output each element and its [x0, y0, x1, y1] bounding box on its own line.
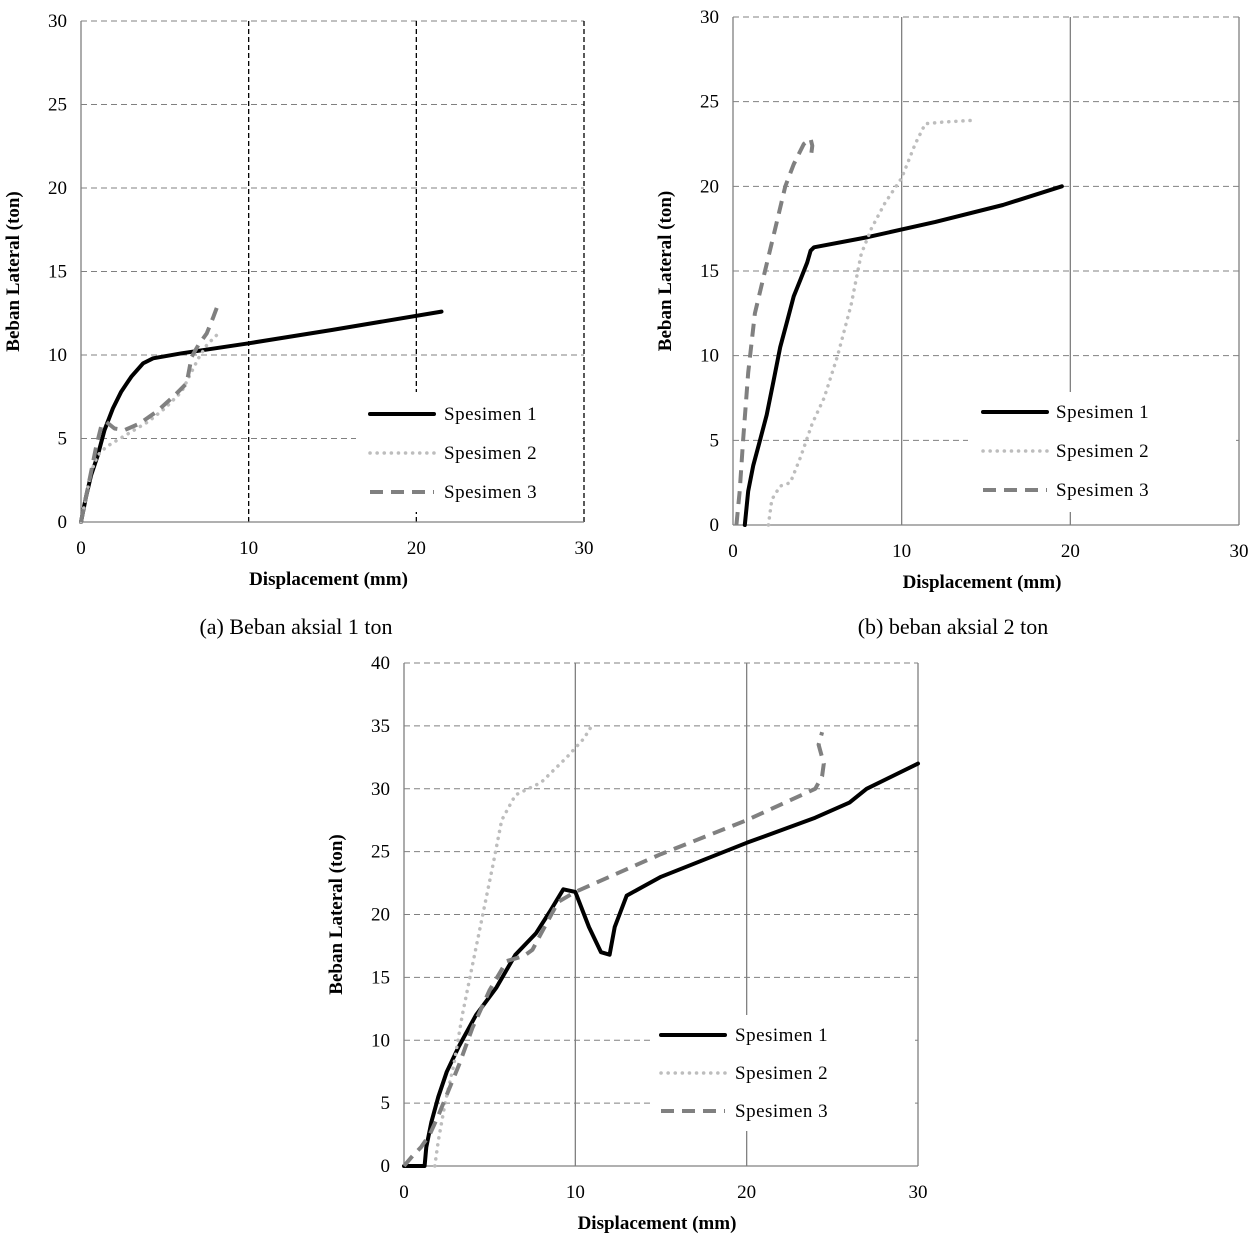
x-tick-label: 30	[909, 1182, 928, 1203]
series-line-spesimen-2	[79, 331, 221, 524]
y-tick-label: 20	[700, 176, 719, 197]
y-tick-label: 15	[48, 262, 67, 283]
legend-label-spesimen-1: Spesimen 1	[1056, 402, 1149, 423]
x-tick-label: 10	[239, 538, 258, 559]
y-tick-label: 0	[381, 1156, 391, 1177]
y-tick-label: 10	[371, 1030, 390, 1051]
series-line-spesimen-3	[402, 731, 826, 1168]
legend: Spesimen 1 Spesimen 2 Spesimen 3	[650, 1015, 915, 1131]
x-tick-label: 0	[399, 1182, 409, 1203]
series-line-spesimen-3	[734, 136, 815, 526]
series-line-spesimen-1	[742, 184, 1064, 527]
x-tick-label: 30	[1230, 541, 1249, 562]
y-tick-label: 30	[700, 7, 719, 28]
y-axis-label: Beban Lateral (ton)	[3, 191, 24, 351]
chart-panel-3: 0 5 10 15 20 25 30 35 40 0 10 20 30 Displacement (mm)…	[326, 653, 928, 1234]
y-tick-label: 10	[700, 346, 719, 367]
legend: Spesimen 1 Spesimen 2 Spesimen 3	[968, 392, 1236, 512]
y-tick-label: 0	[58, 512, 68, 533]
x-tick-label: 20	[407, 538, 426, 559]
x-tick-label: 20	[1061, 541, 1080, 562]
y-tick-label: 25	[48, 95, 67, 116]
series-line-spesimen-2	[433, 722, 595, 1168]
legend-label-spesimen-1: Spesimen 1	[735, 1025, 828, 1046]
legend-label-spesimen-2: Spesimen 2	[1056, 441, 1149, 462]
legend-label-spesimen-2: Spesimen 2	[444, 443, 537, 464]
series-line-spesimen-3	[79, 302, 221, 523]
y-tick-label: 15	[371, 967, 390, 988]
legend-label-spesimen-1: Spesimen 1	[444, 404, 537, 425]
y-tick-label: 35	[371, 716, 390, 737]
y-tick-label: 20	[48, 178, 67, 199]
legend-label-spesimen-2: Spesimen 2	[735, 1063, 828, 1084]
x-tick-label: 10	[892, 541, 911, 562]
y-axis-label: Beban Lateral (ton)	[655, 191, 676, 351]
chart-panel-2: 0 5 10 15 20 25 30 0 10 20 30 Displacement (mm) Beba…	[655, 7, 1249, 639]
x-tick-label: 10	[566, 1182, 585, 1203]
x-tick-label: 30	[575, 538, 594, 559]
panel-caption: (a) Beban aksial 1 ton	[199, 614, 392, 639]
y-tick-label: 20	[371, 905, 390, 926]
y-tick-label: 5	[381, 1093, 391, 1114]
y-tick-label: 40	[371, 653, 390, 674]
x-axis-label: Displacement (mm)	[249, 569, 408, 590]
y-tick-label: 25	[700, 92, 719, 113]
y-tick-label: 0	[710, 515, 720, 536]
y-axis-label: Beban Lateral (ton)	[326, 834, 347, 994]
legend: Spesimen 1 Spesimen 2 Spesimen 3	[356, 392, 582, 512]
x-axis-label: Displacement (mm)	[903, 572, 1062, 593]
y-tick-label: 30	[48, 11, 67, 32]
y-tick-label: 10	[48, 345, 67, 366]
x-tick-label: 0	[728, 541, 738, 562]
chart-panel-1: 0 5 10 15 20 25 30 0 10 20 30 Displacement (mm) Beba…	[3, 11, 594, 639]
y-tick-label: 15	[700, 261, 719, 282]
y-tick-label: 5	[710, 430, 720, 451]
legend-label-spesimen-3: Spesimen 3	[1056, 480, 1149, 501]
x-axis-label: Displacement (mm)	[578, 1213, 737, 1234]
panel-caption: (b) beban aksial 2 ton	[858, 614, 1049, 639]
legend-label-spesimen-3: Spesimen 3	[735, 1101, 828, 1122]
y-tick-label: 30	[371, 779, 390, 800]
x-tick-label: 20	[737, 1182, 756, 1203]
series-line-spesimen-1	[402, 761, 920, 1168]
y-tick-label: 25	[371, 842, 390, 863]
x-tick-label: 0	[76, 538, 86, 559]
y-tick-label: 5	[58, 429, 68, 450]
legend-label-spesimen-3: Spesimen 3	[444, 482, 537, 503]
series-line-spesimen-2	[766, 118, 976, 527]
